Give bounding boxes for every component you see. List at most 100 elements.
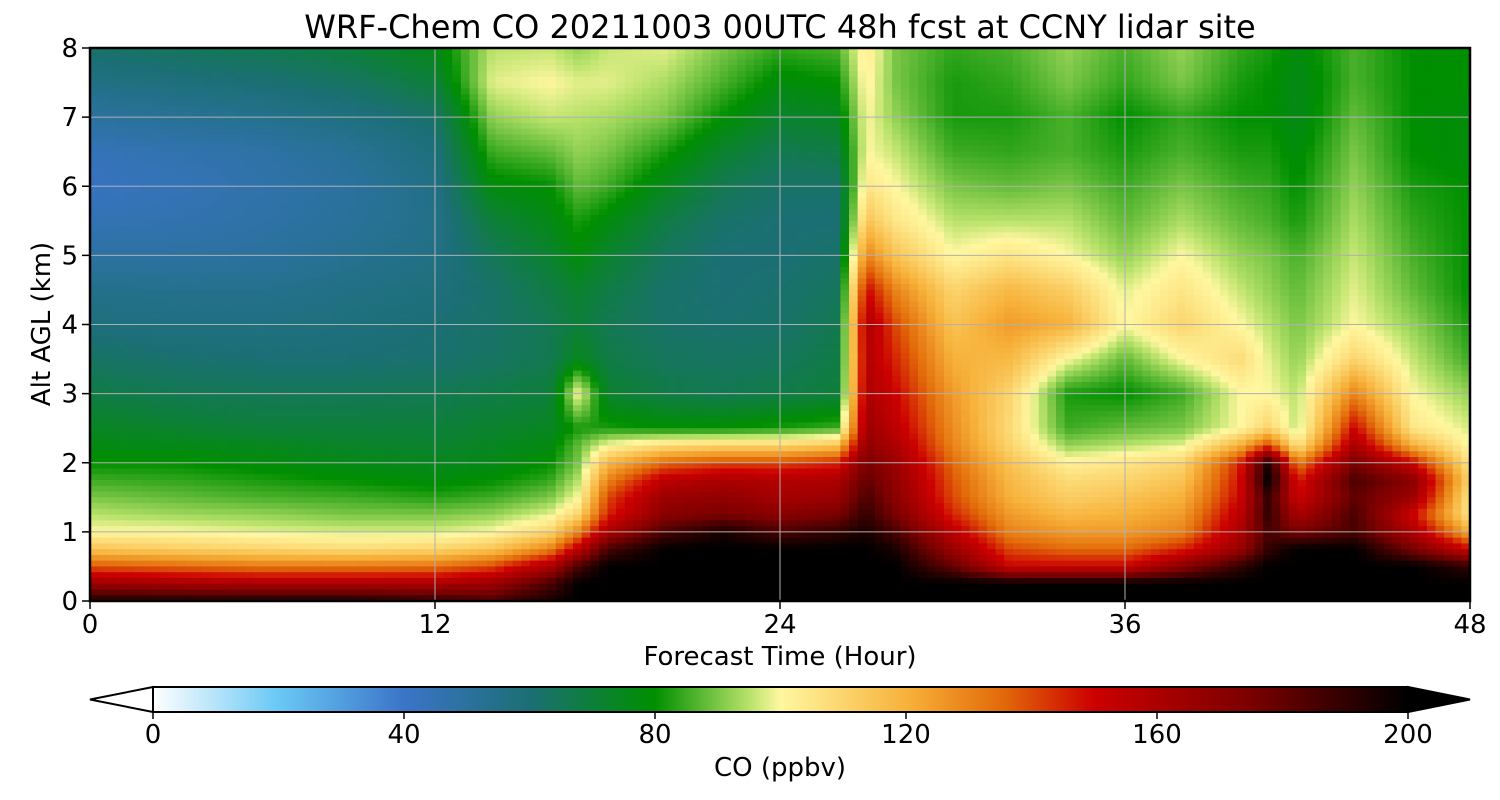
field-cell xyxy=(115,117,126,124)
field-cell xyxy=(279,197,289,205)
field-cell xyxy=(366,151,376,159)
field-cell xyxy=(823,174,833,182)
field-cell xyxy=(788,76,798,84)
field-cell xyxy=(1383,209,1393,216)
field-cell xyxy=(1392,215,1402,222)
field-cell xyxy=(443,105,453,112)
field-cell xyxy=(228,226,238,233)
field-cell xyxy=(1228,203,1238,210)
field-cell xyxy=(1133,220,1143,228)
field-cell xyxy=(1349,105,1359,112)
field-cell xyxy=(202,174,212,182)
field-cell xyxy=(417,88,427,95)
field-cell xyxy=(564,48,574,55)
field-cell xyxy=(193,88,203,95)
field-cell xyxy=(374,48,384,55)
field-cell xyxy=(1263,65,1273,72)
field-cell xyxy=(374,209,384,216)
field-cell xyxy=(1314,105,1324,112)
field-cell xyxy=(210,82,220,89)
field-cell xyxy=(193,157,203,164)
field-cell xyxy=(719,71,729,78)
field-cell xyxy=(1452,220,1462,228)
field-cell xyxy=(271,215,281,222)
field-cell xyxy=(1228,197,1238,205)
field-cell xyxy=(564,186,574,193)
field-cell xyxy=(460,88,471,95)
field-cell xyxy=(1047,82,1057,89)
field-cell xyxy=(745,140,755,147)
field-cell xyxy=(478,111,488,118)
field-cell xyxy=(1306,122,1316,130)
field-cell xyxy=(866,128,876,136)
field-cell xyxy=(1349,59,1359,66)
field-cell xyxy=(711,122,721,130)
field-cell xyxy=(279,117,289,124)
field-cell xyxy=(1056,197,1066,205)
field-cell xyxy=(340,99,350,107)
field-cell xyxy=(1185,215,1195,222)
field-cell xyxy=(1332,48,1342,55)
field-cell xyxy=(1090,88,1100,95)
field-cell xyxy=(236,186,246,193)
field-cell xyxy=(1150,94,1161,101)
field-cell xyxy=(780,111,790,118)
field-cell xyxy=(797,145,807,153)
field-cell xyxy=(805,203,816,210)
field-cell xyxy=(193,180,203,187)
field-cell xyxy=(452,168,462,176)
field-cell xyxy=(478,99,488,107)
field-cell xyxy=(1219,168,1230,176)
field-cell xyxy=(555,122,565,130)
field-cell xyxy=(486,82,496,89)
field-cell xyxy=(1254,140,1264,147)
field-cell xyxy=(383,105,393,112)
field-cell xyxy=(452,197,462,205)
field-cell xyxy=(728,203,738,210)
field-cell xyxy=(193,203,203,210)
field-cell xyxy=(426,134,436,141)
field-cell xyxy=(978,180,988,187)
field-cell xyxy=(978,71,988,78)
field-cell xyxy=(469,145,479,153)
field-cell xyxy=(797,220,807,228)
field-cell xyxy=(702,197,712,205)
field-cell xyxy=(633,88,643,95)
field-cell xyxy=(322,128,333,136)
field-cell xyxy=(1133,48,1143,55)
field-cell xyxy=(616,197,626,205)
field-cell xyxy=(1409,76,1419,84)
field-cell xyxy=(340,134,350,141)
field-cell xyxy=(1073,134,1083,141)
field-cell xyxy=(909,145,919,153)
field-cell xyxy=(1452,140,1462,147)
field-cell xyxy=(176,65,186,72)
field-cell xyxy=(935,76,945,84)
field-cell xyxy=(1202,151,1212,159)
field-cell xyxy=(297,215,307,222)
field-cell xyxy=(271,163,281,170)
field-cell xyxy=(409,174,419,182)
field-cell xyxy=(314,48,324,55)
field-cell xyxy=(900,134,910,141)
field-cell xyxy=(1418,168,1428,176)
field-cell xyxy=(943,197,954,205)
field-cell xyxy=(1159,220,1169,228)
field-cell xyxy=(1349,157,1359,164)
field-cell xyxy=(409,186,419,193)
field-cell xyxy=(374,226,384,233)
field-cell xyxy=(900,151,910,159)
field-cell xyxy=(1332,220,1342,228)
field-cell xyxy=(504,53,514,61)
field-cell xyxy=(271,180,281,187)
field-cell xyxy=(538,209,548,216)
field-cell xyxy=(391,174,402,182)
field-cell xyxy=(969,99,979,107)
field-cell xyxy=(987,128,997,136)
field-cell xyxy=(736,140,747,147)
field-cell xyxy=(1349,65,1359,72)
field-cell xyxy=(1168,82,1178,89)
field-cell xyxy=(1271,99,1281,107)
field-cell xyxy=(943,134,954,141)
field-cell xyxy=(961,71,971,78)
